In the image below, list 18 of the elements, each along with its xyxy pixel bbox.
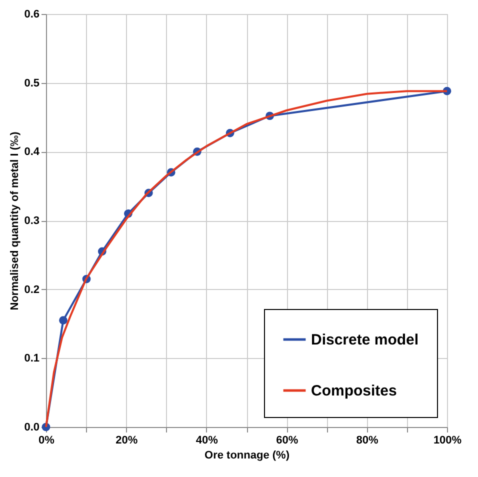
x-tick-label: 40% [196, 434, 218, 446]
y-tick-label: 0.0 [24, 422, 40, 434]
y-tick-label: 0.1 [24, 352, 40, 365]
y-axis-title: Normalised quantity of metal I (‰) [9, 131, 22, 310]
y-tick-label: 0.6 [24, 8, 40, 20]
legend-label: Composites [311, 382, 397, 400]
y-tick-label: 0.3 [24, 215, 40, 227]
x-tick-label: 80% [356, 434, 379, 446]
legend-label: Discrete model [311, 332, 419, 348]
y-tick-label: 0.2 [24, 284, 40, 296]
point [59, 316, 68, 324]
x-tick-label: 100% [433, 434, 462, 446]
x-tick-label: 20% [116, 434, 138, 446]
y-tick-label: 0.5 [24, 77, 40, 90]
x-axis-title: Ore tonnage (%) [204, 450, 290, 462]
x-tick-label: 0% [38, 434, 55, 446]
y-tick-label: 0.4 [24, 146, 40, 158]
x-tick-label: 60% [276, 434, 298, 446]
